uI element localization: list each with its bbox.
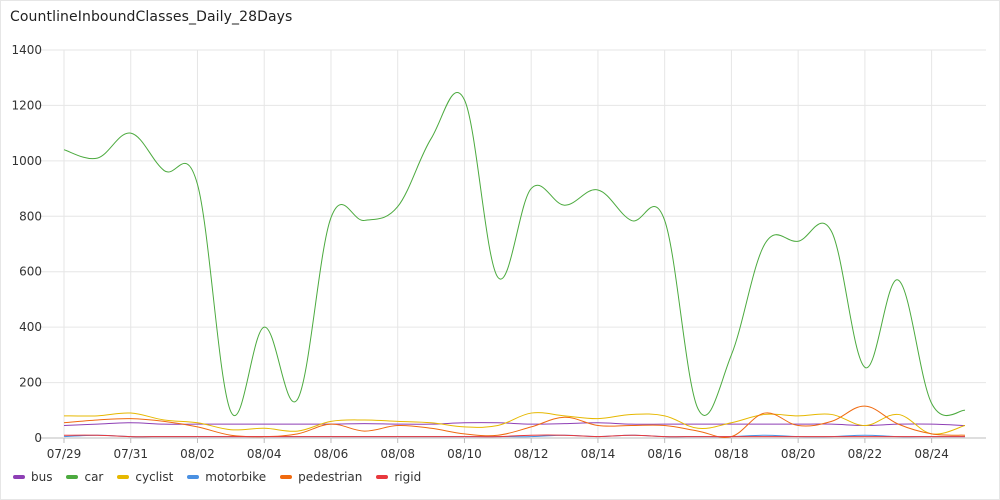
x-tick-label: 08/06 (314, 447, 349, 461)
x-tick-label: 07/29 (47, 447, 82, 461)
legend-swatch (187, 475, 199, 479)
legend-label: car (84, 470, 103, 484)
legend-item-bus[interactable]: bus (13, 470, 52, 484)
y-tick-label: 1400 (11, 43, 42, 57)
series-line-car (64, 92, 965, 415)
x-axis-ticks: 07/29 07/31 08/02 08/04 08/06 08/08 08/10 08/12… (47, 447, 949, 461)
legend-label: rigid (394, 470, 421, 484)
x-tick-label: 08/16 (647, 447, 682, 461)
y-tick-label: 1000 (11, 154, 42, 168)
legend-item-car[interactable]: car (66, 470, 103, 484)
legend-item-rigid[interactable]: rigid (376, 470, 421, 484)
legend-item-pedestrian[interactable]: pedestrian (280, 470, 362, 484)
y-tick-label: 400 (19, 320, 42, 334)
legend-label: motorbike (205, 470, 266, 484)
x-tick-label: 08/22 (848, 447, 883, 461)
x-tick-label: 08/12 (514, 447, 549, 461)
x-tick-label: 08/04 (247, 447, 282, 461)
y-tick-label: 1200 (11, 98, 42, 112)
legend-swatch (280, 475, 292, 479)
y-tick-label: 800 (19, 209, 42, 223)
series-lines (64, 92, 965, 437)
x-tick-label: 08/02 (180, 447, 215, 461)
y-axis-ticks: 0 200 400 600 800 1000 1200 1400 (11, 43, 42, 445)
x-tick-label: 08/18 (714, 447, 749, 461)
x-tick-label: 08/20 (781, 447, 816, 461)
y-tick-label: 0 (34, 431, 42, 445)
legend-label: pedestrian (298, 470, 362, 484)
y-tick-label: 200 (19, 376, 42, 390)
series-line-pedestrian (64, 406, 965, 437)
legend-swatch (117, 475, 129, 479)
legend-label: bus (31, 470, 52, 484)
x-tick-label: 07/31 (113, 447, 148, 461)
legend: bus car cyclist motorbike pedestrian rigid (13, 470, 421, 484)
x-tick-label: 08/24 (914, 447, 949, 461)
legend-label: cyclist (135, 470, 173, 484)
x-tick-label: 08/14 (581, 447, 616, 461)
legend-swatch (13, 475, 25, 479)
legend-swatch (376, 475, 388, 479)
legend-item-motorbike[interactable]: motorbike (187, 470, 266, 484)
grid (39, 50, 986, 443)
x-tick-label: 08/10 (447, 447, 482, 461)
legend-item-cyclist[interactable]: cyclist (117, 470, 173, 484)
y-tick-label: 600 (19, 265, 42, 279)
legend-swatch (66, 475, 78, 479)
x-tick-label: 08/08 (380, 447, 415, 461)
